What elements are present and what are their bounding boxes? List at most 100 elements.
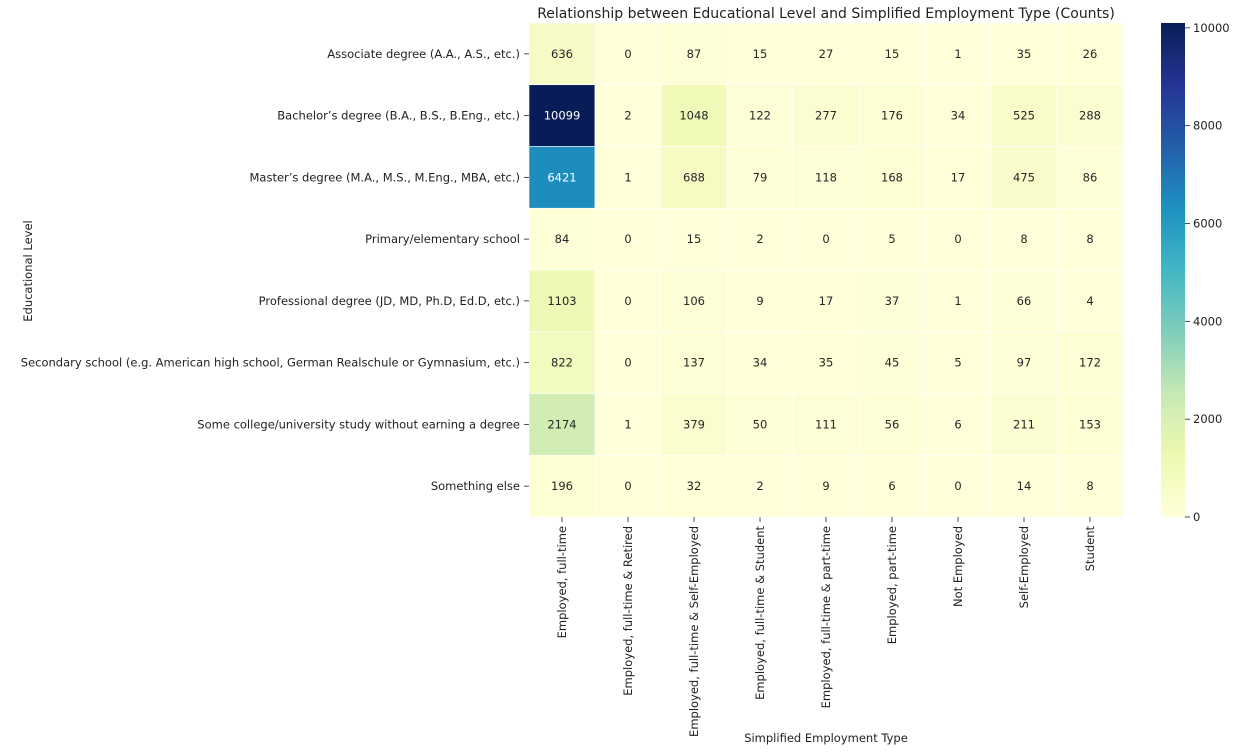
cell-value-label: 32 xyxy=(687,479,702,493)
cell-value-label: 15 xyxy=(885,47,900,61)
x-tick-label: Employed, full-time & Self-Employed xyxy=(687,526,701,737)
cell-value-label: 6421 xyxy=(547,170,576,184)
cell-value-label: 86 xyxy=(1083,170,1098,184)
cell-value-label: 15 xyxy=(753,47,768,61)
heatmap-cell xyxy=(528,269,596,333)
cell-value-label: 688 xyxy=(683,170,705,184)
heatmap-cell xyxy=(528,22,596,86)
cell-value-label: 45 xyxy=(885,356,900,370)
cell-value-label: 9 xyxy=(822,479,829,493)
heatmap-cell xyxy=(990,393,1058,456)
heatmap-cell xyxy=(858,331,926,394)
colorbar: 0 2000 4000 6000 8000 10000 xyxy=(1161,21,1230,524)
cell-value-label: 525 xyxy=(1013,109,1035,123)
cell-value-label: 8 xyxy=(1086,479,1093,493)
heatmap-cell xyxy=(594,207,662,271)
cell-value-label: 0 xyxy=(954,232,961,246)
heatmap-cell xyxy=(924,269,992,333)
cell-value-label: 35 xyxy=(1017,47,1032,61)
heatmap-cell xyxy=(726,84,794,147)
cell-value-label: 0 xyxy=(624,47,631,61)
heatmap-cell xyxy=(660,84,728,147)
x-tick-label: Employed, full-time & Student xyxy=(753,526,767,700)
heatmap-cell xyxy=(726,146,794,209)
heatmap-cell xyxy=(726,331,794,394)
cell-value-label: 636 xyxy=(551,47,573,61)
cell-value-label: 26 xyxy=(1083,47,1098,61)
cell-value-label: 1048 xyxy=(679,109,708,123)
heatmap-cell xyxy=(1056,454,1124,518)
heatmap-cell xyxy=(528,84,596,147)
cell-value-label: 2 xyxy=(756,479,763,493)
cell-value-label: 0 xyxy=(954,479,961,493)
y-tick-label: Primary/elementary school xyxy=(365,232,520,246)
cell-value-label: 822 xyxy=(551,356,573,370)
heatmap-cell xyxy=(594,269,662,333)
y-tick-label: Secondary school (e.g. American high sch… xyxy=(21,356,520,370)
y-tick-label: Bachelor’s degree (B.A., B.S., B.Eng., e… xyxy=(277,109,520,123)
heatmap-cell xyxy=(660,146,728,209)
cell-value-label: 35 xyxy=(819,356,834,370)
x-tick-label: Self-Employed xyxy=(1017,526,1031,608)
cell-value-label: 0 xyxy=(624,479,631,493)
cell-value-label: 8 xyxy=(1086,232,1093,246)
cell-value-label: 475 xyxy=(1013,170,1035,184)
cell-value-label: 5 xyxy=(888,232,895,246)
heatmap-cell xyxy=(792,146,860,209)
cell-value-label: 97 xyxy=(1017,356,1032,370)
heatmap-cell xyxy=(990,22,1058,86)
cell-value-label: 14 xyxy=(1017,479,1032,493)
cell-value-label: 2174 xyxy=(547,417,576,431)
x-tick-label: Employed, full-time xyxy=(555,526,569,638)
heatmap-cell xyxy=(1056,146,1124,209)
heatmap-cell xyxy=(858,269,926,333)
cell-value-label: 34 xyxy=(951,109,966,123)
cell-value-label: 1 xyxy=(954,47,961,61)
cell-value-label: 1 xyxy=(624,417,631,431)
heatmap-cell xyxy=(594,331,662,394)
heatmap-cell xyxy=(792,84,860,147)
cell-value-label: 84 xyxy=(555,232,570,246)
y-tick-label: Some college/university study without ea… xyxy=(197,417,520,431)
heatmap-cell xyxy=(528,454,596,518)
heatmap-cell xyxy=(726,22,794,86)
colorbar-tick-label: 6000 xyxy=(1193,217,1222,231)
cell-value-label: 66 xyxy=(1017,294,1032,308)
cell-value-label: 6 xyxy=(888,479,895,493)
heatmap-cells xyxy=(528,22,1124,518)
heatmap-cell xyxy=(1056,331,1124,394)
x-axis-title: Simplified Employment Type xyxy=(744,731,908,745)
x-tick-label: Employed, full-time & Retired xyxy=(621,526,635,696)
heatmap-cell xyxy=(594,22,662,86)
chart-title: Relationship between Educational Level a… xyxy=(537,6,1115,22)
cell-value-label: 17 xyxy=(951,170,966,184)
colorbar-tick-label: 0 xyxy=(1193,510,1200,524)
y-tick-label: Associate degree (A.A., A.S., etc.) xyxy=(327,47,520,61)
heatmap-cell xyxy=(660,22,728,86)
cell-value-label: 1 xyxy=(624,170,631,184)
cell-value-label: 288 xyxy=(1079,109,1101,123)
x-tick-label: Student xyxy=(1083,526,1097,572)
cell-value-label: 9 xyxy=(756,294,763,308)
heatmap-cell xyxy=(726,207,794,271)
heatmap-cell xyxy=(1056,269,1124,333)
colorbar-tick-label: 4000 xyxy=(1193,314,1222,328)
heatmap-cell xyxy=(924,393,992,456)
y-tick-label: Something else xyxy=(431,479,520,493)
cell-value-label: 118 xyxy=(815,170,837,184)
heatmap-cell xyxy=(528,146,596,209)
cell-value-label: 168 xyxy=(881,170,903,184)
heatmap-cell xyxy=(924,146,992,209)
cell-value-label: 176 xyxy=(881,109,903,123)
cell-value-label: 27 xyxy=(819,47,834,61)
cell-value-label: 17 xyxy=(819,294,834,308)
x-tick-label: Employed, part-time xyxy=(885,526,899,644)
cell-value-label: 379 xyxy=(683,417,705,431)
cell-value-label: 5 xyxy=(954,356,961,370)
cell-value-label: 37 xyxy=(885,294,900,308)
heatmap-cell xyxy=(726,269,794,333)
cell-value-label: 34 xyxy=(753,356,768,370)
